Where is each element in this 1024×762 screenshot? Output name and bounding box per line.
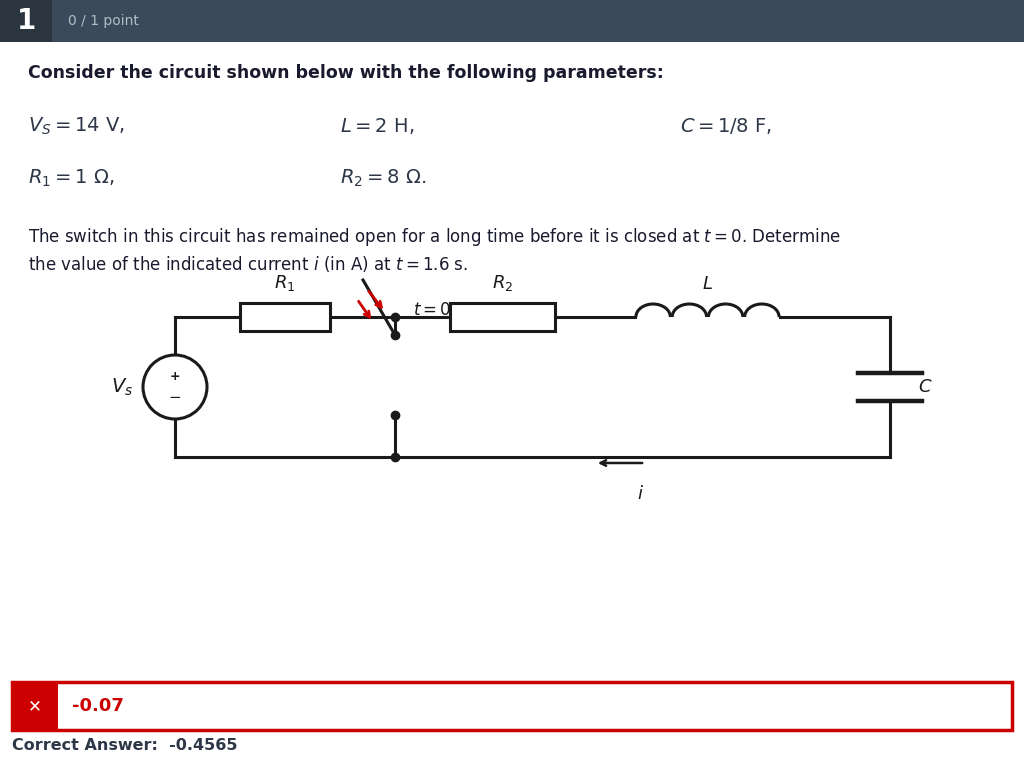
Text: Consider the circuit shown below with the following parameters:: Consider the circuit shown below with th… [28, 64, 664, 82]
Text: the value of the indicated current $i$ (in A) at $t = 1.6$ s.: the value of the indicated current $i$ (… [28, 254, 468, 274]
Bar [12, 682, 58, 730]
Text: -0.07: -0.07 [72, 697, 124, 715]
Text: $R_1$: $R_1$ [274, 273, 296, 293]
Text: $V_S = 14\ \mathrm{V},$: $V_S = 14\ \mathrm{V},$ [28, 116, 125, 137]
Bar [12, 682, 1012, 730]
Text: 0 / 1 point: 0 / 1 point [68, 14, 139, 28]
Text: $R_2 = 8\ \Omega.$: $R_2 = 8\ \Omega.$ [340, 168, 426, 189]
Text: 1: 1 [16, 7, 36, 35]
Text: +: + [170, 370, 180, 383]
Bar [450, 303, 555, 331]
Text: $L = 2\ \mathrm{H},$: $L = 2\ \mathrm{H},$ [340, 116, 415, 136]
Text: $L$: $L$ [702, 275, 713, 293]
Text: $R_1 = 1\ \Omega,$: $R_1 = 1\ \Omega,$ [28, 168, 115, 189]
Text: $C$: $C$ [918, 378, 933, 396]
Bar [0, 0, 1024, 42]
Text: Correct Answer:  -0.4565: Correct Answer: -0.4565 [12, 738, 238, 753]
Bar [240, 303, 330, 331]
Bar [0, 0, 52, 42]
Text: $t = 0$: $t = 0$ [413, 301, 452, 319]
Text: $i$: $i$ [637, 485, 643, 503]
Text: −: − [169, 389, 181, 405]
Circle shape [143, 355, 207, 419]
Text: $V_s$: $V_s$ [111, 376, 133, 398]
Text: The switch in this circuit has remained open for a long time before it is closed: The switch in this circuit has remained … [28, 226, 841, 248]
Text: $C = 1/8\ \mathrm{F},$: $C = 1/8\ \mathrm{F},$ [680, 116, 772, 136]
Text: ✕: ✕ [28, 697, 42, 715]
Text: $R_2$: $R_2$ [492, 273, 513, 293]
